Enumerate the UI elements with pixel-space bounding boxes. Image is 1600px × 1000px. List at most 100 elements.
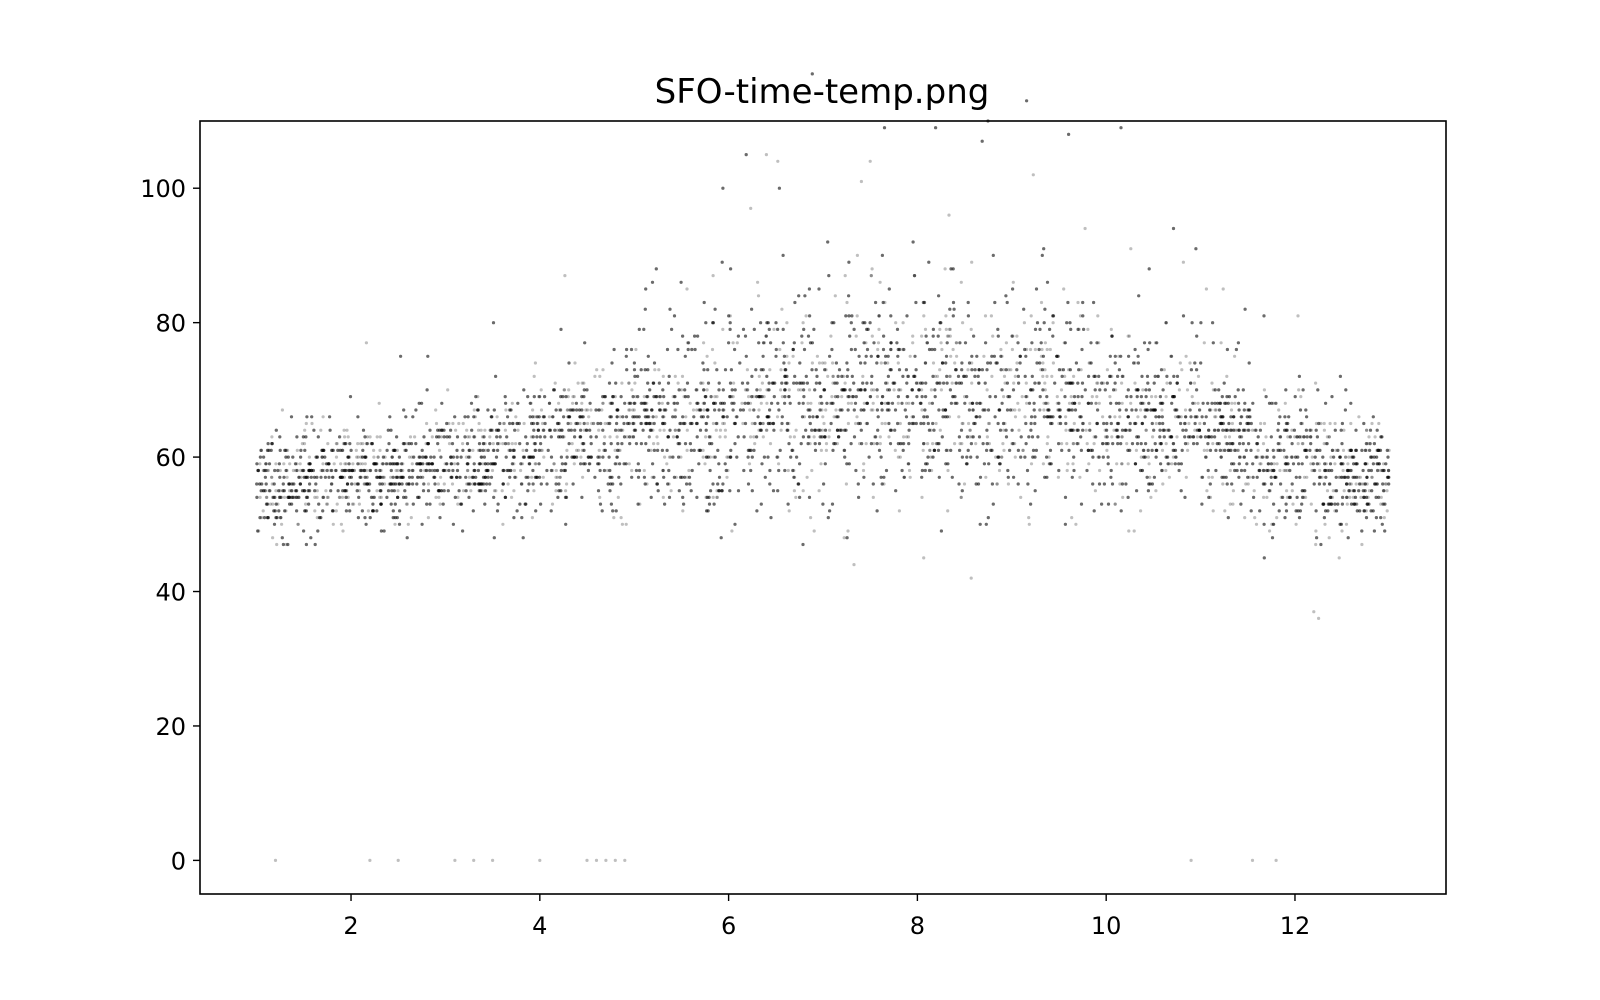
scatter-point [439, 475, 443, 479]
scatter-point [329, 448, 334, 452]
scatter-point [1025, 395, 1029, 399]
scatter-point [1139, 408, 1143, 412]
scatter-point [1328, 421, 1332, 426]
scatter-point [1055, 395, 1059, 399]
scatter-point [1346, 475, 1351, 479]
scatter-point [756, 415, 760, 419]
scatter-point [313, 495, 317, 499]
scatter-point [988, 395, 992, 399]
scatter-point [1302, 489, 1306, 493]
scatter-point [359, 442, 363, 446]
scatter-point [835, 442, 840, 446]
scatter-point [625, 435, 629, 439]
scatter-point [319, 468, 323, 473]
scatter-point [871, 408, 875, 412]
scatter-point [989, 314, 994, 318]
scatter-point [426, 482, 431, 486]
scatter-point [364, 442, 368, 446]
scatter-point [409, 516, 413, 520]
scatter-point [705, 421, 709, 426]
scatter-point [321, 495, 325, 499]
scatter-point [601, 368, 605, 372]
scatter-point [1374, 516, 1378, 520]
scatter-point [946, 468, 950, 473]
scatter-point [615, 462, 619, 466]
scatter-point [745, 368, 750, 372]
scatter-point [1151, 435, 1155, 439]
scatter-point [796, 388, 801, 392]
scatter-point [617, 428, 621, 432]
scatter-point [932, 428, 936, 432]
scatter-point [1009, 368, 1013, 372]
scatter-point [875, 395, 880, 399]
scatter-point [949, 354, 953, 358]
scatter-point [289, 489, 293, 493]
scatter-point [1002, 395, 1006, 399]
scatter-point [1027, 516, 1031, 520]
scatter-point [1348, 489, 1352, 493]
scatter-point [822, 482, 826, 486]
scatter-point [667, 455, 672, 459]
scatter-point [384, 462, 388, 466]
scatter-point [768, 368, 772, 372]
scatter-point [1165, 381, 1169, 385]
scatter-point [335, 502, 339, 506]
scatter-point [410, 468, 414, 473]
scatter-point [596, 455, 600, 459]
scatter-point [1065, 442, 1069, 446]
scatter-point [961, 421, 965, 426]
scatter-point [447, 442, 452, 446]
scatter-point [471, 448, 475, 452]
scatter-point [340, 495, 345, 499]
scatter-point [547, 415, 552, 419]
scatter-point [1266, 462, 1270, 466]
scatter-point [507, 448, 511, 452]
scatter-point [1164, 395, 1168, 399]
scatter-point [539, 448, 543, 452]
scatter-point [399, 468, 403, 473]
scatter-point [1302, 475, 1307, 479]
scatter-point [787, 388, 791, 392]
scatter-point [1171, 448, 1175, 452]
scatter-point [1272, 462, 1276, 466]
scatter-point [706, 408, 710, 412]
scatter-point [1156, 374, 1160, 378]
scatter-point [586, 455, 590, 459]
scatter-point [261, 509, 265, 513]
scatter-point [557, 421, 561, 426]
scatter-point [264, 462, 268, 466]
scatter-point [466, 468, 470, 473]
scatter-point [824, 442, 829, 446]
scatter-point [296, 495, 300, 499]
scatter-point [1046, 415, 1050, 419]
scatter-point [766, 421, 771, 426]
scatter-point [631, 421, 636, 426]
scatter-point [344, 468, 348, 473]
scatter-point [951, 314, 955, 318]
scatter-point [1283, 401, 1287, 405]
scatter-point [573, 455, 577, 459]
scatter-point [280, 522, 284, 526]
scatter-point [761, 421, 765, 426]
scatter-point [509, 468, 513, 473]
scatter-point [1314, 542, 1318, 547]
scatter-point [732, 381, 736, 385]
scatter-point [1165, 428, 1169, 432]
scatter-point [1041, 374, 1045, 378]
scatter-point [755, 509, 759, 513]
scatter-point [1328, 482, 1332, 486]
scatter-point [576, 448, 581, 452]
scatter-point [829, 334, 833, 338]
scatter-point [378, 475, 382, 479]
scatter-point [1154, 421, 1158, 426]
scatter-point [346, 468, 350, 473]
scatter-point [1179, 415, 1183, 419]
scatter-point [977, 381, 981, 385]
scatter-point [553, 381, 557, 385]
scatter-point [284, 509, 288, 513]
scatter-point [1154, 395, 1158, 399]
scatter-point [777, 462, 781, 466]
scatter-point [1262, 388, 1266, 392]
scatter-point [1349, 421, 1353, 426]
scatter-point [836, 415, 841, 419]
